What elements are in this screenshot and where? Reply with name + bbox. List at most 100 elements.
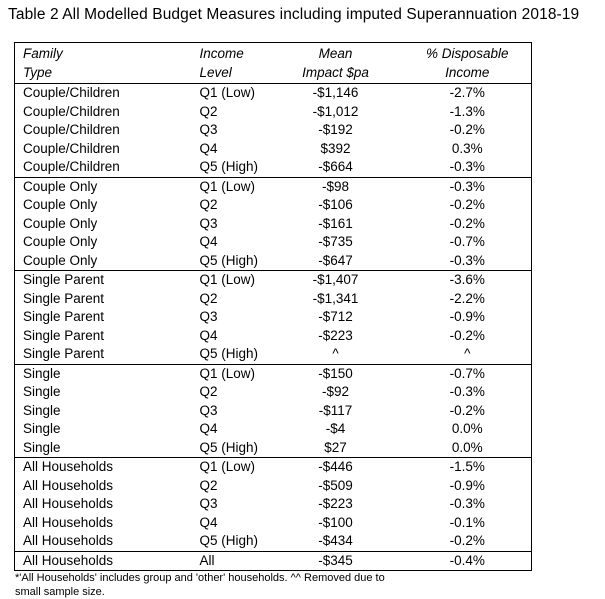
cell-income-level: Q3 (199, 122, 218, 137)
cell-family-type: Single Parent (23, 327, 105, 343)
cell-pct-disposable-income: -0.3% (449, 159, 485, 174)
column-header-mean-impact: Mean Impact $pa (267, 42, 404, 84)
table-total-body: All Households All -$345 -0.4% (14, 550, 532, 571)
cell-mean-impact: -$1,146 (312, 85, 359, 100)
cell-income-level: Q4 (199, 327, 218, 343)
table-row: All Households Q4 -$100 -0.1% (15, 514, 532, 533)
table-row: All Households Q2 -$509 -0.9% (15, 477, 532, 496)
cell-pct-disposable-income: -0.4% (403, 550, 532, 571)
cell-income-level: Q3 (199, 496, 218, 511)
header-line: Mean (318, 46, 353, 61)
table-total-row: All Households All -$345 -0.4% (14, 550, 532, 571)
cell-family-type: Single Parent (23, 346, 105, 361)
table-row: Single Q4 -$4 0.0% (15, 420, 532, 439)
table-row: Single Parent Q2 -$1,341 -2.2% (15, 290, 532, 309)
table-body: Couple/Children Q1 (Low) -$1,146 -2.7% Coupl… (14, 84, 532, 552)
cell-mean-impact: $27 (324, 439, 347, 455)
cell-mean-impact: -$100 (318, 514, 353, 530)
cell-family-type: Single (23, 421, 61, 436)
cell-pct-disposable-income: -0.2% (449, 122, 485, 137)
cell-income-level: Q4 (199, 514, 218, 530)
cell-pct-disposable-income: -1.3% (449, 103, 485, 119)
table-header: Family Type Income Level Mean Impact $pa… (14, 42, 532, 84)
table-row: Single Parent Q3 -$712 -0.9% (15, 308, 532, 327)
cell-pct-disposable-income: -0.2% (449, 327, 485, 343)
table-row: Single Parent Q1 (Low) -$1,407 -3.6% (14, 270, 532, 290)
cell-family-type: Single Parent (23, 309, 105, 324)
cell-income-level: Q2 (199, 477, 218, 493)
cell-pct-disposable-income: -0.9% (449, 477, 485, 493)
cell-family-type: All Households (23, 477, 114, 493)
cell-family-type: All Households (23, 533, 114, 548)
cell-pct-disposable-income: -0.3% (449, 252, 485, 268)
cell-pct-disposable-income: 0.3% (451, 140, 483, 156)
cell-family-type: Couple Only (14, 176, 186, 196)
column-header-family-type: Family Type (14, 42, 186, 84)
cell-mean-impact: -$117 (318, 402, 353, 418)
header-row: Family Type Income Level Mean Impact $pa… (14, 42, 532, 84)
cell-family-type: Couple Only (23, 234, 98, 249)
cell-family-type: Couple/Children (23, 103, 120, 119)
table-row: Couple Only Q2 -$106 -0.2% (15, 196, 532, 215)
cell-mean-impact: -$4 (325, 421, 346, 436)
cell-income-level: Q5 (High) (199, 159, 259, 174)
cell-pct-disposable-income: 0.0% (451, 421, 483, 436)
cell-income-level: Q4 (199, 421, 218, 436)
table-row: Couple Only Q1 (Low) -$98 -0.3% (14, 176, 532, 196)
cell-family-type: Single (23, 439, 61, 455)
table-row: Single Q3 -$117 -0.2% (15, 402, 532, 421)
table-row: Single Parent Q4 -$223 -0.2% (15, 327, 532, 346)
cell-mean-impact: -$664 (318, 159, 353, 174)
cell-income-level: Q5 (High) (199, 346, 259, 361)
cell-pct-disposable-income: -0.1% (449, 514, 485, 530)
cell-income-level: Q2 (199, 103, 218, 119)
cell-income-level: Q2 (199, 197, 218, 212)
table-row: All Households Q3 -$223 -0.3% (15, 495, 532, 514)
cell-family-type: Couple Only (23, 252, 98, 268)
cell-family-type: Single (23, 402, 61, 418)
budget-measures-table: Family Type Income Level Mean Impact $pa… (14, 42, 532, 571)
cell-family-type: All Households (14, 550, 186, 571)
cell-family-type: Couple Only (23, 197, 98, 212)
cell-income-level: Q1 (Low) (185, 363, 268, 383)
cell-family-type: All Households (23, 496, 114, 511)
cell-mean-impact: -$1,407 (267, 270, 404, 290)
cell-mean-impact: -$446 (267, 457, 404, 477)
cell-family-type: Couple Only (23, 215, 98, 231)
cell-mean-impact: -$434 (318, 533, 353, 548)
cell-mean-impact: -$92 (321, 384, 350, 399)
header-line: Type (23, 64, 53, 80)
cell-pct-disposable-income: -0.7% (403, 363, 532, 383)
header-line: Impact $pa (302, 64, 369, 80)
table-row: Single Q1 (Low) -$150 -0.7% (14, 363, 532, 383)
footnote-line-1: *'All Households' includes group and 'ot… (15, 572, 385, 584)
cell-pct-disposable-income: ^ (464, 346, 471, 361)
cell-mean-impact: -$647 (318, 252, 353, 268)
cell-income-level: Q2 (199, 290, 218, 306)
table-row: Couple/Children Q2 -$1,012 -1.3% (15, 103, 532, 122)
cell-family-type: Couple/Children (23, 140, 120, 156)
cell-family-type: Couple/Children (23, 85, 120, 100)
table-row: All Households Q1 (Low) -$446 -1.5% (14, 457, 532, 477)
footnote: *'All Households' includes group and 'ot… (15, 572, 385, 599)
cell-pct-disposable-income: -3.6% (403, 270, 532, 290)
column-header-income-level: Income Level (185, 42, 268, 84)
cell-income-level: Q2 (199, 384, 218, 399)
cell-income-level: Q3 (199, 309, 218, 324)
cell-mean-impact: -$735 (318, 234, 353, 249)
cell-family-type: Single (23, 384, 61, 399)
cell-family-type: Single (14, 363, 186, 383)
cell-income-level: Q5 (High) (199, 439, 259, 455)
table-title: Table 2 All Modelled Budget Measures inc… (8, 6, 580, 23)
footnote-line-2: small sample size. (15, 585, 105, 598)
cell-family-type: All Households (14, 457, 186, 477)
cell-mean-impact: ^ (332, 346, 339, 361)
cell-mean-impact: -$98 (267, 176, 404, 196)
header-line: Family (23, 46, 63, 61)
cell-mean-impact: -$1,012 (312, 103, 359, 119)
cell-mean-impact: -$150 (267, 363, 404, 383)
cell-family-type: All Households (23, 514, 114, 530)
cell-income-level: Q3 (199, 402, 218, 418)
cell-income-level: Q1 (Low) (199, 85, 256, 100)
cell-income-level: Q4 (199, 234, 218, 249)
